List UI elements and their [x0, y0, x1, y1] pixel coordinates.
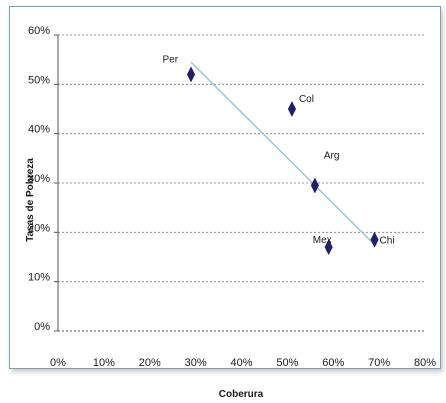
point-label-arg: Arg [324, 150, 340, 161]
point-label-chi: Chi [380, 236, 395, 247]
grid [58, 35, 425, 282]
x-tick-label: 20% [139, 357, 161, 369]
y-tick-label: 10% [28, 272, 50, 284]
trendline [191, 62, 375, 245]
data-point-arg [311, 178, 319, 193]
data-point-col [288, 102, 296, 117]
x-tick-label: 80% [414, 357, 436, 369]
x-tick-labels: 0% 10% 20% 30% 40% 50% 60% 70% 80% [50, 357, 436, 369]
data-point-chi [371, 232, 379, 247]
trendline-layer [191, 62, 375, 245]
x-tick-label: 30% [185, 357, 207, 369]
x-tick-label: 50% [276, 357, 298, 369]
point-label-per: Per [162, 54, 178, 65]
x-tick-label: 60% [322, 357, 344, 369]
x-tick-label: 70% [368, 357, 390, 369]
y-tick-label: 50% [28, 74, 50, 86]
x-tick-label: 10% [93, 357, 115, 369]
y-tick-label: 40% [28, 124, 50, 136]
y-axis-title: Tasas de Pobreza [25, 158, 36, 242]
x-tick-label: 40% [230, 357, 252, 369]
point-label-mex: Mex [313, 235, 332, 246]
x-tick-label: 0% [50, 357, 66, 369]
y-tick-label: 60% [28, 25, 50, 37]
x-axis-title: Coberura [219, 389, 264, 400]
data-point-per [187, 67, 195, 82]
y-tick-label: 0% [34, 321, 50, 333]
point-label-col: Col [299, 94, 314, 105]
